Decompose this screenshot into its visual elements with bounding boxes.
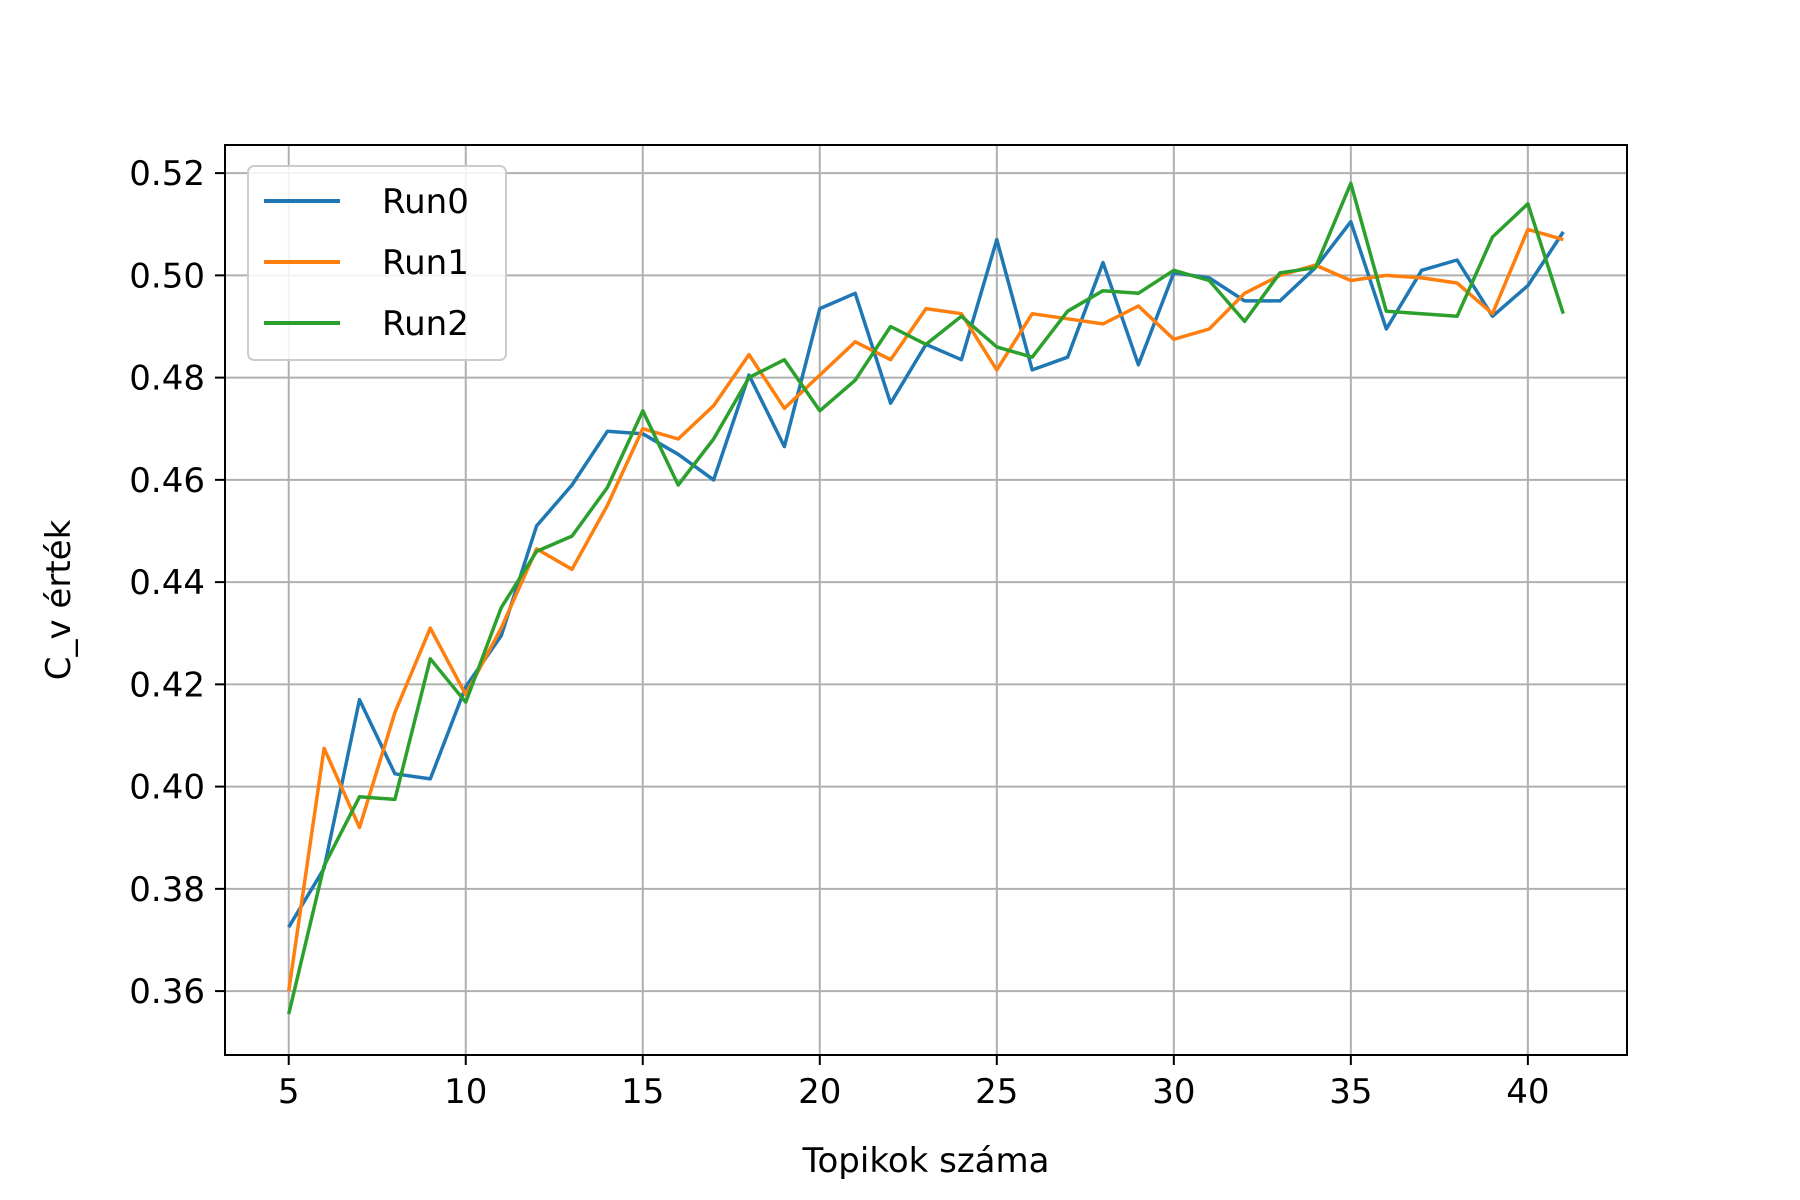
series-line-run2	[286, 181, 1565, 1015]
x-tick-label: 40	[1506, 1072, 1549, 1112]
y-axis-ticks: 0.36 0.38 0.40 0.42 0.44 0.46 0.48 0.50 0.52	[129, 154, 225, 1012]
x-tick-label: 30	[1152, 1072, 1195, 1112]
series-line-run1	[286, 227, 1564, 992]
y-tick-label: 0.38	[129, 870, 205, 910]
x-tick-label: 35	[1329, 1072, 1372, 1112]
y-tick-label: 0.42	[129, 665, 205, 705]
y-tick-label: 0.48	[129, 359, 205, 399]
y-tick-label: 0.46	[129, 461, 205, 501]
x-axis-ticks: 5 10 15 20 25 30 35 40	[278, 1055, 1550, 1112]
y-tick-label: 0.44	[129, 563, 205, 603]
y-tick-label: 0.36	[129, 972, 205, 1012]
x-axis-label: Topikok száma	[802, 1141, 1050, 1181]
x-tick-label: 15	[621, 1072, 664, 1112]
x-tick-label: 25	[975, 1072, 1018, 1112]
x-tick-label: 20	[798, 1072, 841, 1112]
plot-frame	[224, 144, 1628, 1056]
y-tick-label: 0.40	[129, 768, 205, 808]
series-lines	[286, 181, 1565, 1015]
x-tick-label: 10	[444, 1072, 487, 1112]
legend-label-run2: Run2	[382, 304, 469, 344]
y-tick-label: 0.50	[129, 256, 205, 296]
y-tick-label: 0.52	[129, 154, 205, 194]
legend-label-run1: Run1	[382, 243, 469, 283]
grid-lines	[225, 145, 1627, 1055]
legend: Run0 Run1 Run2	[247, 165, 507, 361]
y-axis-label: C_v érték	[39, 519, 79, 680]
legend-box	[247, 165, 507, 361]
legend-label-run0: Run0	[382, 182, 469, 222]
x-tick-label: 5	[278, 1072, 300, 1112]
